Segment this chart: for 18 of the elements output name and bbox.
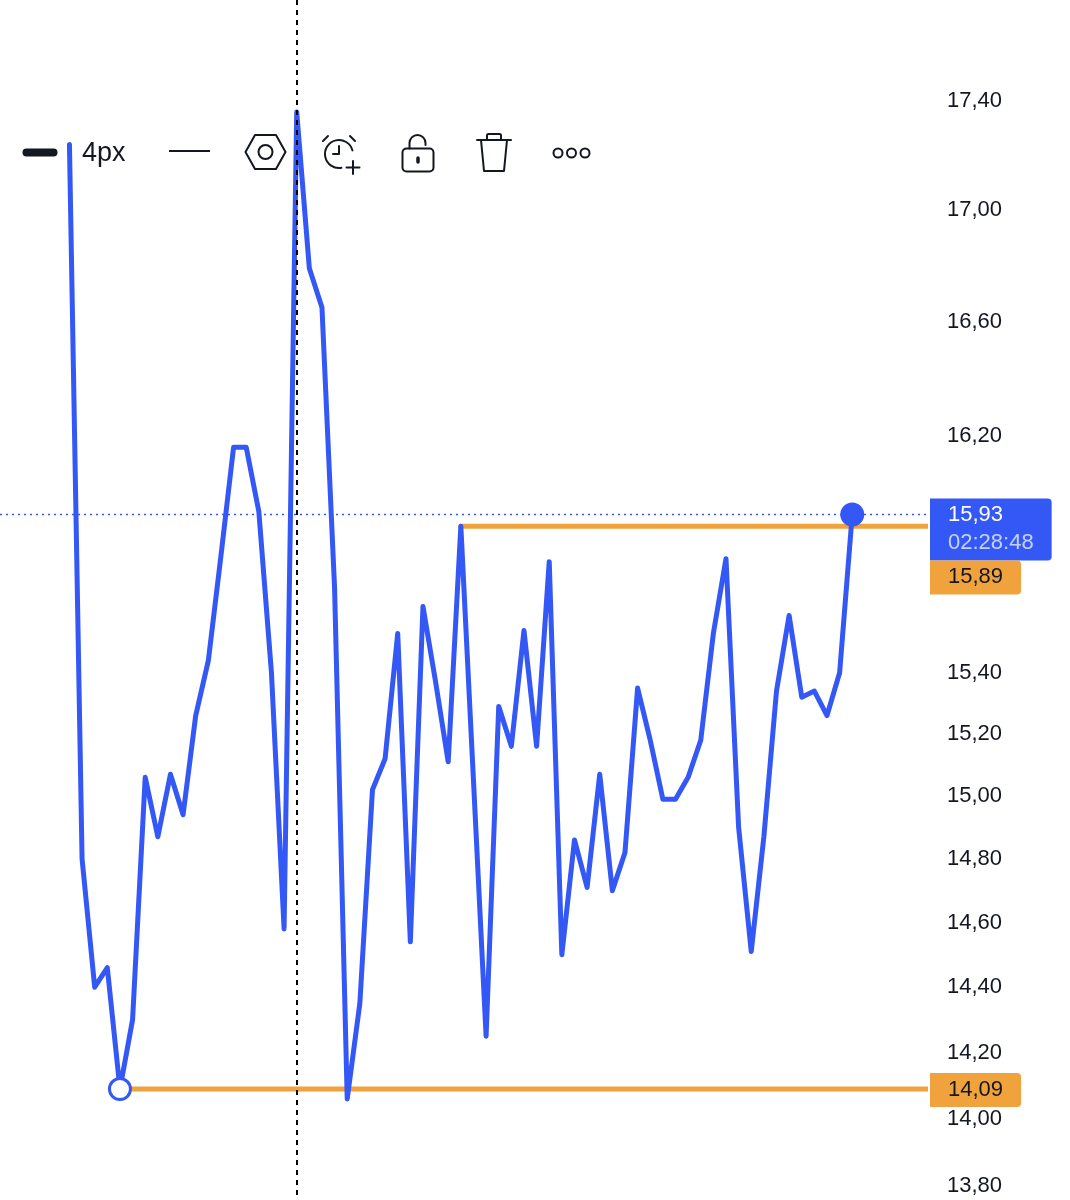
y-tick-label: 16,20 xyxy=(947,421,1003,447)
y-tick-label: 15,00 xyxy=(947,782,1003,808)
y-tick-label: 14,80 xyxy=(947,844,1003,870)
y-tick-label: 14,60 xyxy=(947,908,1003,934)
y-tick-label: 16,60 xyxy=(947,307,1003,333)
y-tick-label: 13,80 xyxy=(947,1172,1003,1198)
data-label: 15,89 xyxy=(948,563,1004,589)
y-tick-label: 15,20 xyxy=(947,720,1003,746)
y-tick-label: 15,40 xyxy=(947,658,1003,684)
text: 02:28:48 xyxy=(948,529,1034,555)
ref-line-label: 15,93 xyxy=(948,501,1004,527)
y-tick-label: 17,40 xyxy=(947,87,1003,113)
annotation: 4px xyxy=(82,137,126,167)
y-tick-label: 17,00 xyxy=(947,196,1003,222)
data-label: 14,09 xyxy=(948,1076,1004,1102)
y-tick-label: 14,40 xyxy=(947,973,1003,999)
y-tick-label: 14,00 xyxy=(947,1105,1003,1131)
y-tick-label: 14,20 xyxy=(947,1038,1003,1064)
